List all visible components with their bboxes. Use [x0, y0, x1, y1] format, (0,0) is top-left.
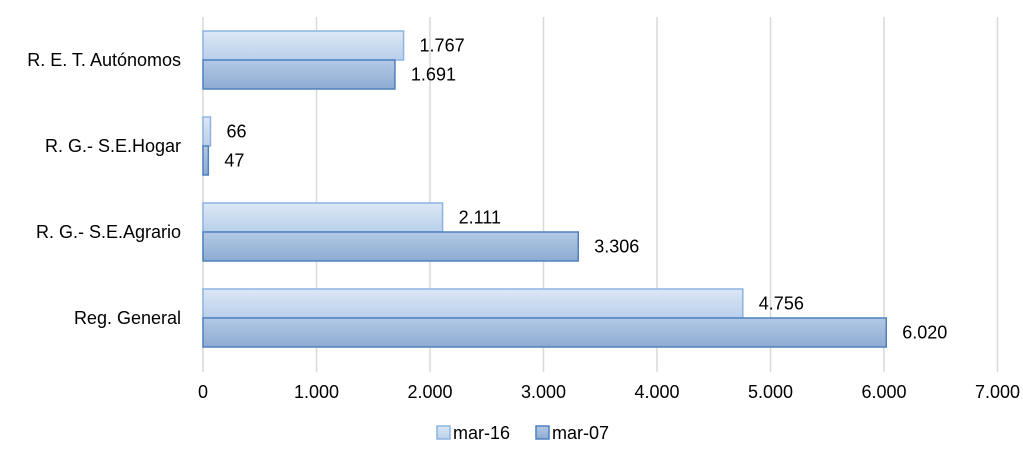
bar-mar-07-3	[202, 317, 888, 348]
x-axis-tick-labels: 0 1.000 2.000 3.000 4.000 5.000 6.000 7.000	[198, 382, 1020, 402]
category-label-2: R. G.- S.E.Agrario	[36, 222, 181, 242]
data-labels: 1.767 1.691 66 47 2.111 3.306 4.756 6.020	[224, 36, 947, 343]
x-tick-label-6: 6.000	[861, 382, 906, 402]
x-tick-label-0: 0	[198, 382, 208, 402]
legend-swatch-mar-07	[535, 425, 550, 440]
x-tick-label-3: 3.000	[521, 382, 566, 402]
data-label-mar-16-1: 66	[226, 122, 246, 142]
bar-mar-16-3	[202, 288, 744, 319]
data-label-mar-07-1: 47	[224, 151, 244, 171]
data-label-mar-07-3: 6.020	[902, 323, 947, 343]
data-label-mar-07-0: 1.691	[411, 65, 456, 85]
gridlines	[202, 17, 999, 372]
data-label-mar-07-2: 3.306	[594, 237, 639, 257]
x-tick-label-5: 5.000	[748, 382, 793, 402]
category-label-1: R. G.- S.E.Hogar	[45, 136, 181, 156]
legend: mar-16 mar-07	[436, 423, 609, 443]
bar-mar-07-1	[202, 145, 210, 176]
x-tick-label-1: 1.000	[294, 382, 339, 402]
x-tick-label-2: 2.000	[407, 382, 452, 402]
x-tick-label-4: 4.000	[634, 382, 679, 402]
legend-label-mar-07: mar-07	[552, 423, 609, 443]
category-label-0: R. E. T. Autónomos	[27, 50, 181, 70]
legend-label-mar-16: mar-16	[453, 423, 510, 443]
legend-swatch-mar-16	[436, 425, 451, 440]
data-label-mar-16-2: 2.111	[459, 208, 501, 228]
data-label-mar-16-3: 4.756	[759, 294, 804, 314]
bar-mar-16-2	[202, 202, 444, 233]
bar-mar-07-0	[202, 59, 396, 90]
bar-mar-07-2	[202, 231, 579, 262]
bar-mar-16-0	[202, 30, 405, 61]
bars	[202, 30, 888, 348]
x-tick-label-7: 7.000	[975, 382, 1020, 402]
data-label-mar-16-0: 1.767	[420, 36, 465, 56]
bar-mar-16-1	[202, 116, 212, 147]
category-label-3: Reg. General	[74, 308, 181, 328]
category-labels: R. E. T. Autónomos R. G.- S.E.Hogar R. G.-…	[27, 50, 181, 328]
